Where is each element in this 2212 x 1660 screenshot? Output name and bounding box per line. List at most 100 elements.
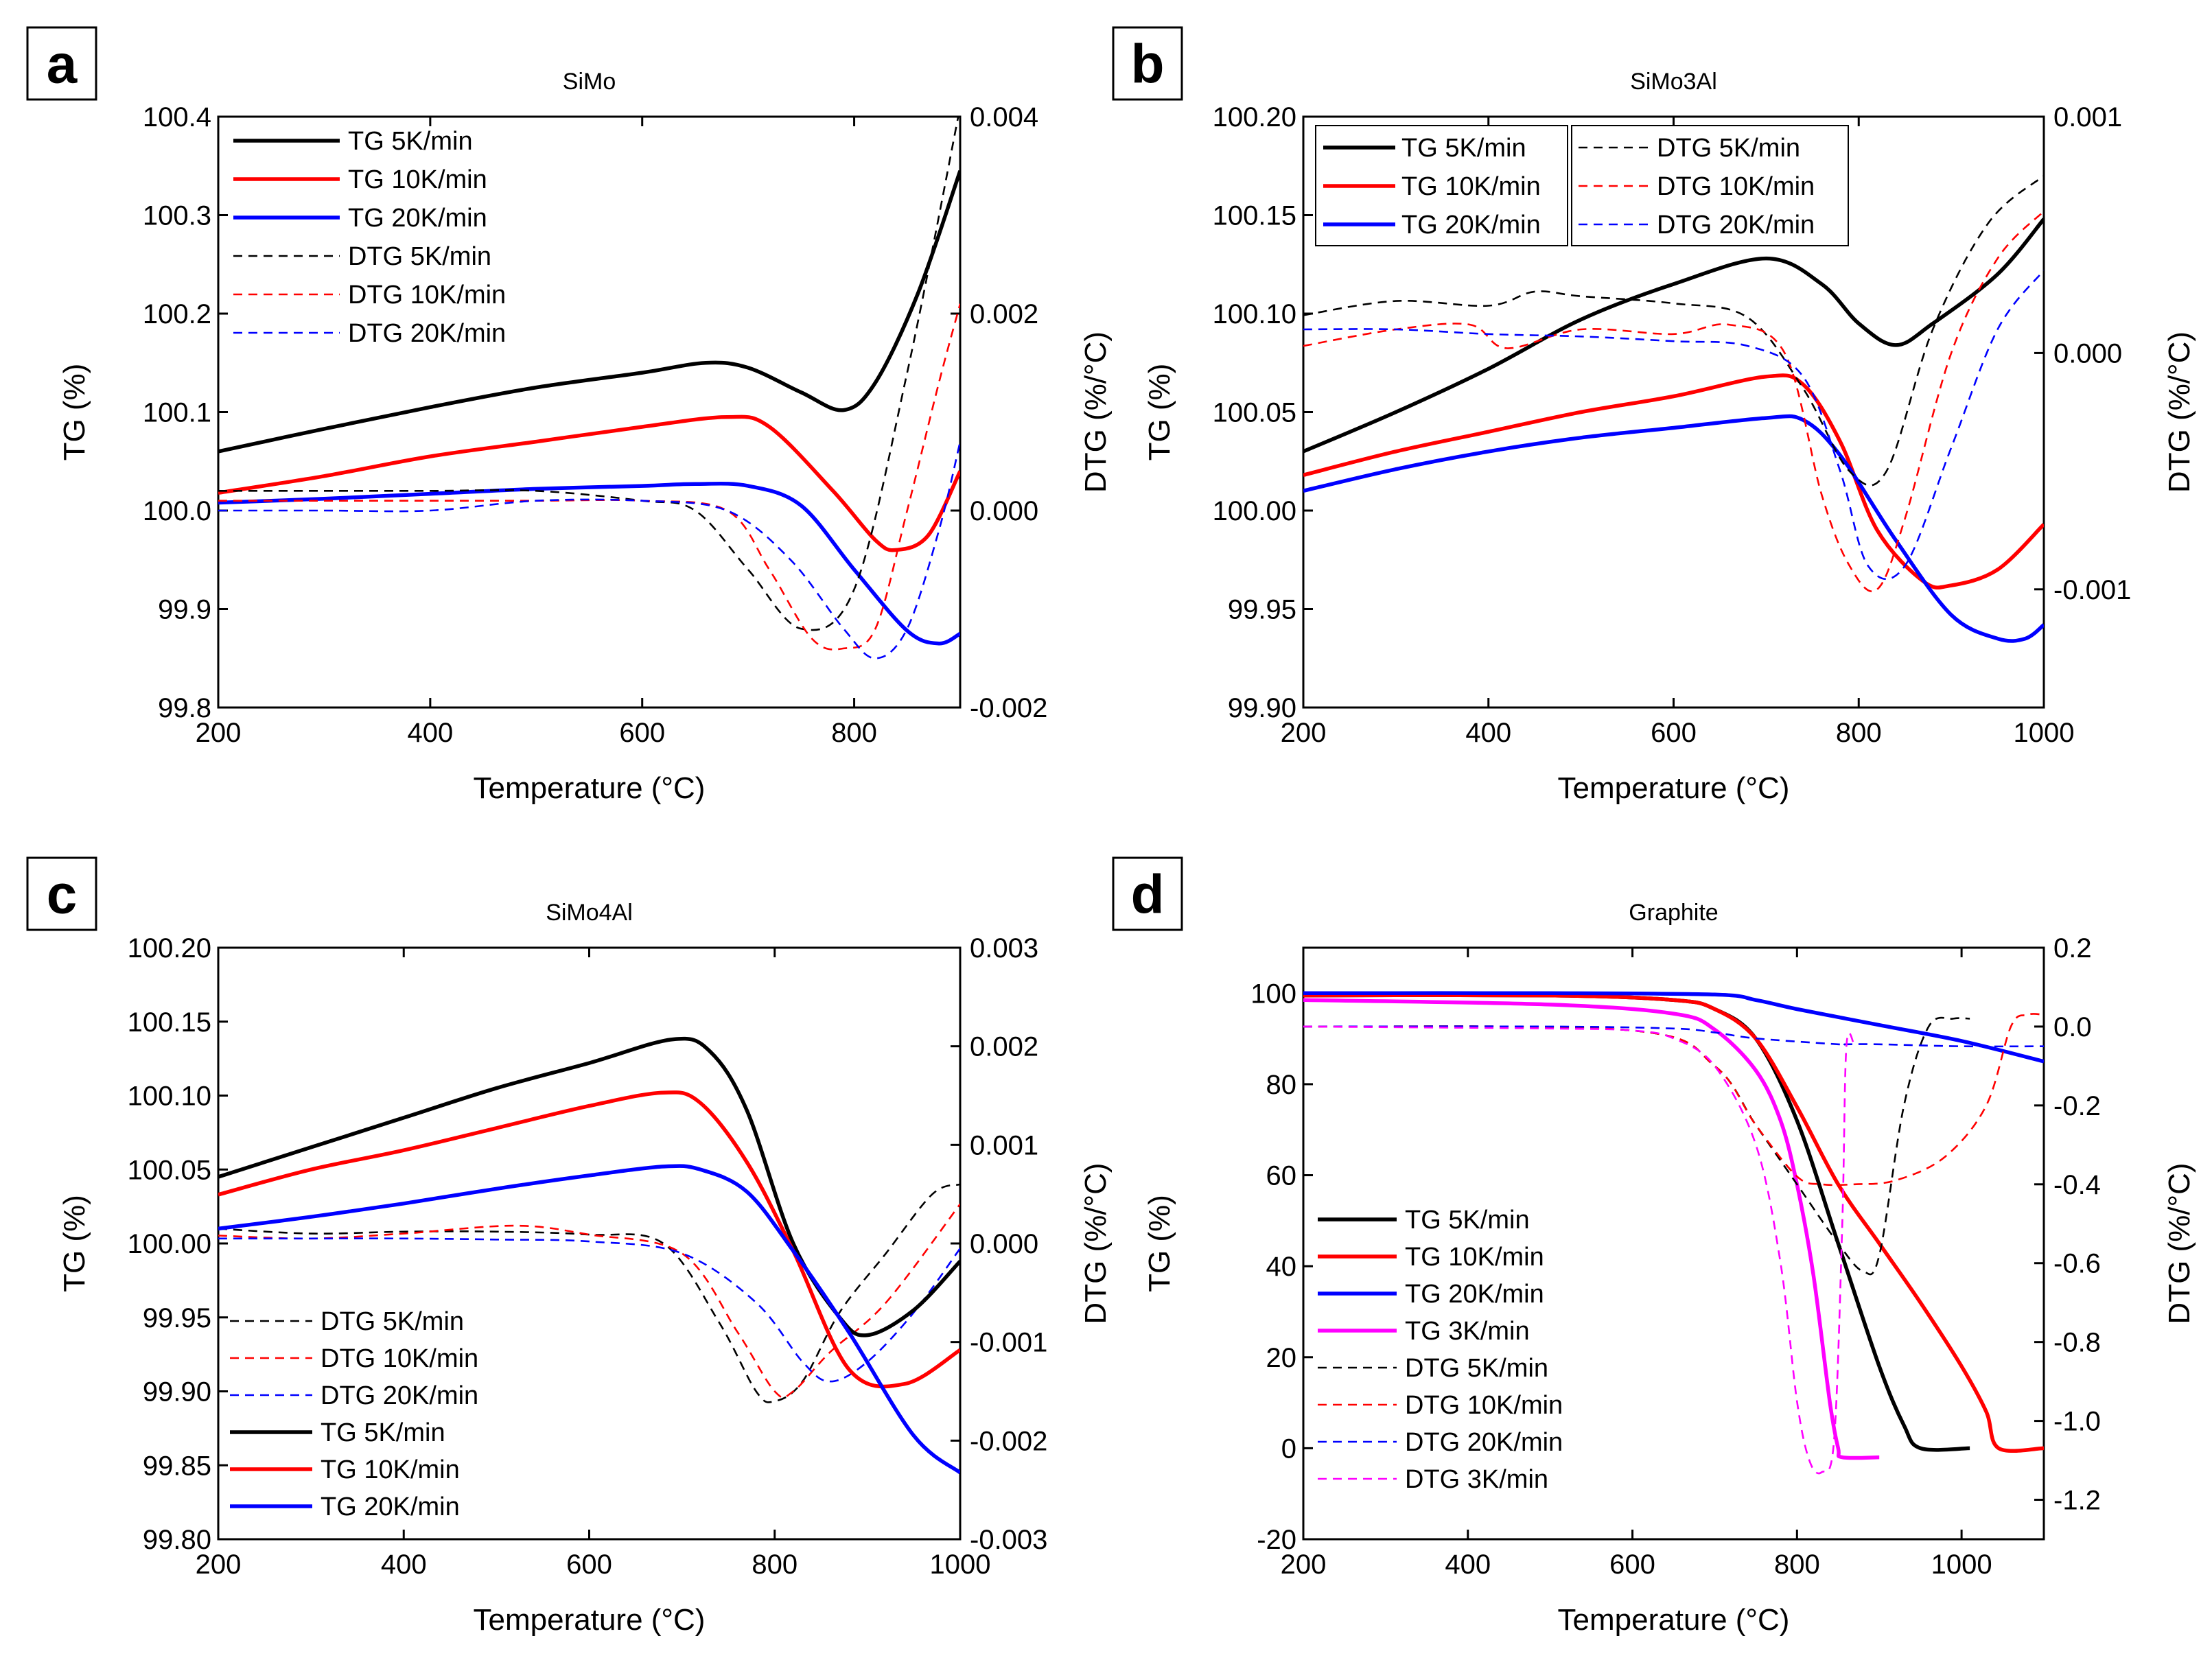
panel-letter: b (1131, 34, 1165, 95)
series-line-tg-20k-min (218, 1164, 960, 1475)
y-tick-label: 100.4 (143, 102, 211, 132)
y2-tick-label: -1.2 (2053, 1486, 2101, 1516)
legend-label: DTG 5K/min (1405, 1354, 1548, 1383)
y-tick-label: 100.0 (143, 496, 211, 526)
x-axis-label: Temperature (°C) (1558, 1603, 1790, 1637)
series-line-dtg-5k-min (1303, 1016, 1970, 1276)
panel-a: SiMo 200 400 600 800 99.8 99.9 100.0 100.1 100.2 1… (26, 26, 1113, 805)
y2-tick-label: 0.2 (2053, 933, 2092, 963)
series-line-tg-5k-min (218, 1036, 960, 1337)
legend-label: DTG 10K/min (348, 281, 506, 309)
legend-label: TG 20K/min (1401, 211, 1541, 239)
panel-title: Graphite (1629, 900, 1718, 926)
y-tick-label: 99.90 (1228, 693, 1296, 723)
y-tick-label: 20 (1266, 1343, 1297, 1373)
panel-b: SiMo3Al 200 400 600 800 1000 99.90 99.95 100.00 1… (1112, 26, 2196, 805)
y-axis-label: TG (%) (1143, 1195, 1176, 1292)
legend-label: TG 5K/min (1401, 134, 1526, 163)
legend-label: TG 5K/min (1405, 1206, 1530, 1235)
series-line-tg-20k-min (218, 482, 960, 646)
y2-tick-label: 0.000 (970, 1229, 1038, 1259)
series-line-tg-10k-min (1303, 373, 2044, 590)
y-tick-label: -20 (1257, 1525, 1296, 1555)
y-tick-label: 40 (1266, 1252, 1297, 1282)
series-line-dtg-5k-min (218, 117, 959, 631)
y2-tick-label: 0.000 (2053, 338, 2122, 369)
panel-letter: d (1131, 864, 1165, 925)
series-line-dtg-20k-min (1303, 1025, 2044, 1048)
y2-tick-label: 0.0 (2053, 1012, 2092, 1042)
legend-label: TG 3K/min (1405, 1317, 1530, 1346)
x-tick-label: 200 (1281, 1550, 1327, 1580)
y-tick-label: 60 (1266, 1161, 1297, 1191)
y-tick-label: 100.1 (143, 398, 211, 428)
legend-label: DTG 10K/min (1405, 1391, 1563, 1420)
y-axis-label: TG (%) (58, 1195, 91, 1292)
series-line-dtg-20k-min (218, 1237, 960, 1383)
panel-title: SiMo (563, 69, 616, 95)
legend-label: TG 10K/min (321, 1456, 460, 1484)
legend: TG 5K/min TG 10K/min TG 20K/min DTG 5K/min D… (233, 127, 506, 348)
series-line-tg-3k-min (1303, 998, 1880, 1460)
legend-label: TG 20K/min (321, 1493, 460, 1521)
y2-tick-label: -0.002 (970, 693, 1047, 723)
y-tick-label: 100.10 (128, 1082, 211, 1112)
x-axis-label: Temperature (°C) (474, 1603, 706, 1637)
legend: DTG 5K/min DTG 10K/min DTG 20K/min TG 5K/mi… (230, 1307, 478, 1521)
y2-tick-label: 0.001 (2053, 102, 2122, 132)
x-tick-label: 600 (566, 1550, 612, 1580)
legend-label: TG 20K/min (1405, 1280, 1544, 1309)
y2-tick-label: -0.4 (2053, 1170, 2101, 1200)
x-tick-label: 200 (196, 718, 242, 748)
legend-label: DTG 5K/min (1657, 134, 1800, 163)
y-tick-label: 99.80 (143, 1525, 211, 1555)
y2-axis-label: DTG (%/°C) (2163, 331, 2196, 493)
y-tick-label: 100.15 (1213, 201, 1296, 231)
series-line-tg-20k-min (1303, 991, 2044, 1064)
series-group (1303, 175, 2044, 643)
panel-letter: a (47, 34, 78, 95)
legend-label: DTG 20K/min (321, 1381, 478, 1410)
x-tick-label: 800 (752, 1550, 798, 1580)
y2-axis-label: DTG (%/°C) (2163, 1162, 2196, 1324)
series-line-dtg-10k-min (1303, 1013, 2044, 1186)
y2-tick-label: -0.6 (2053, 1249, 2101, 1279)
x-tick-label: 1000 (2014, 718, 2075, 748)
legend-label: TG 10K/min (1405, 1243, 1544, 1272)
plot-frame (1302, 946, 2045, 1541)
x-tick-label: 600 (1651, 718, 1697, 748)
y2-tick-label: -1.0 (2053, 1407, 2101, 1437)
panel-c: SiMo4Al 200 400 600 800 1000 99.80 99.85 99.90 99… (26, 856, 1113, 1637)
legend-label: DTG 10K/min (1657, 172, 1815, 201)
x-tick-label: 400 (1445, 1550, 1491, 1580)
y-tick-label: 100.3 (143, 201, 211, 231)
series-line-dtg-10k-min (218, 303, 960, 651)
x-tick-label: 800 (1774, 1550, 1820, 1580)
y2-tick-label: -0.003 (970, 1525, 1047, 1555)
legend-label: DTG 5K/min (348, 242, 491, 271)
plot-frame (217, 946, 962, 1541)
legend-label: TG 10K/min (348, 165, 487, 194)
y2-axis-label: DTG (%/°C) (1079, 1162, 1113, 1324)
legend-label: DTG 5K/min (321, 1307, 464, 1336)
y-tick-label: 100.20 (128, 933, 211, 963)
y-tick-label: 100.00 (1213, 496, 1296, 526)
plot-frame (217, 115, 962, 709)
series-line-dtg-10k-min (218, 1203, 960, 1399)
y2-tick-label: -0.002 (970, 1426, 1047, 1456)
y2-tick-label: 0.003 (970, 933, 1038, 963)
y-tick-label: 100.15 (128, 1007, 211, 1038)
panel-d: Graphite 200 400 600 800 1000 -20 0 20 40 60 80 100 -… (1112, 856, 2196, 1637)
y-tick-label: 99.9 (158, 595, 211, 625)
x-axis-label: Temperature (°C) (474, 771, 706, 805)
x-tick-label: 400 (407, 718, 453, 748)
series-line-tg-10k-min (1303, 993, 2044, 1453)
y-tick-label: 100.05 (1213, 398, 1296, 428)
panel-title: SiMo3Al (1630, 69, 1717, 95)
y-tick-label: 100.20 (1213, 102, 1296, 132)
x-tick-label: 400 (381, 1550, 427, 1580)
y-tick-label: 100.05 (128, 1155, 211, 1185)
x-tick-label: 200 (1281, 718, 1327, 748)
legend-label: DTG 20K/min (1405, 1428, 1563, 1457)
